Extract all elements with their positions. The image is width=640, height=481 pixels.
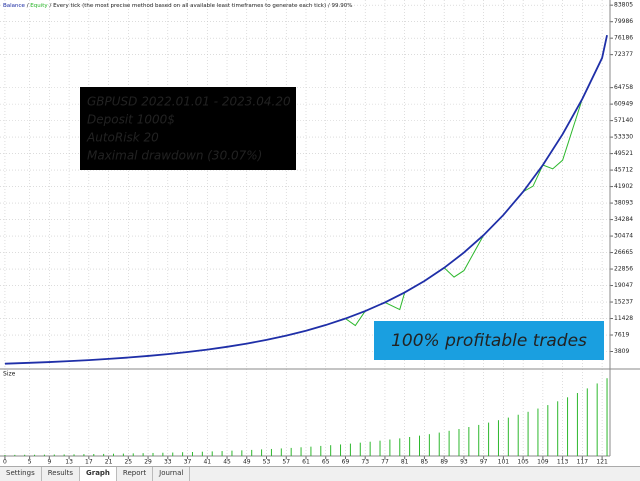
x-tick-label: 37 [184, 459, 192, 466]
x-tick-label: 93 [460, 459, 468, 466]
x-tick-label: 5 [28, 459, 32, 466]
balance-line [4, 35, 608, 365]
x-tick-label: 21 [105, 459, 113, 466]
y-tick-label: 76186 [614, 35, 633, 42]
info-box [80, 87, 296, 170]
x-tick-label: 57 [282, 459, 290, 466]
x-tick-label: 65 [322, 459, 330, 466]
y-tick-label: 53330 [614, 134, 633, 141]
x-tick-label: 73 [361, 459, 369, 466]
x-tick-label: 0 [3, 459, 7, 466]
x-tick-label: 9 [47, 459, 51, 466]
y-tick-label: 83805 [614, 2, 633, 9]
header-info: Every tick (the most precise method base… [53, 3, 326, 9]
y-tick-label: 45712 [614, 167, 633, 174]
background [0, 0, 640, 466]
y-tick-label: 7619 [614, 332, 629, 339]
info-line: Deposit 1000$ [87, 113, 175, 127]
x-tick-label: 13 [65, 459, 73, 466]
x-tick-label: 121 [596, 459, 608, 466]
y-tick-label: 79986 [614, 18, 633, 25]
tab-bar: Settings Results Graph Report Journal [0, 466, 640, 481]
y-tick-label: 57140 [614, 117, 633, 124]
tab[interactable]: Journal [153, 467, 191, 481]
y-tick-label: 49521 [614, 150, 633, 157]
y-tick-label: 34284 [614, 216, 633, 223]
y-tick-label: 3809 [614, 348, 629, 355]
x-tick-label: 29 [144, 459, 152, 466]
separator: / [27, 3, 29, 9]
x-tick-label: 33 [164, 459, 172, 466]
x-tick-label: 17 [85, 459, 93, 466]
separator: / [49, 3, 51, 9]
x-tick-label: 49 [243, 459, 251, 466]
banner-text: 100% profitable trades [391, 331, 587, 351]
y-tick-label: 11428 [614, 315, 633, 322]
x-tick-label: 61 [302, 459, 310, 466]
separator: / [328, 3, 330, 9]
tab[interactable]: Report [117, 467, 154, 481]
y-tick-label: 60949 [614, 101, 633, 108]
header: Balance / Equity / Every tick (the most … [3, 3, 352, 9]
info-line: GBPUSD 2022.01.01 - 2023.04.20 [87, 95, 291, 109]
legend-entry: Equity [30, 3, 48, 9]
banner-box [374, 321, 604, 360]
x-tick-label: 85 [421, 459, 429, 466]
x-tick-label: 109 [537, 459, 549, 466]
chart: 8380579986761867237764758609495714053330… [0, 0, 640, 466]
x-tick-label: 117 [577, 459, 589, 466]
x-tick-label: 81 [401, 459, 409, 466]
y-tick-label: 22856 [614, 266, 633, 273]
tab[interactable]: Results [42, 467, 80, 481]
tab[interactable]: Settings [0, 467, 42, 481]
x-tick-label: 53 [263, 459, 271, 466]
y-tick-label: 72377 [614, 51, 633, 58]
info-line: Maximal drawdown (30.07%) [87, 149, 262, 163]
y-tick-label: 41902 [614, 183, 633, 190]
y-tick-label: 64758 [614, 84, 633, 91]
size-label: Size [3, 371, 16, 378]
y-tick-label: 26665 [614, 249, 633, 256]
x-tick-label: 69 [342, 459, 350, 466]
y-tick-label: 38093 [614, 200, 633, 207]
quality: 99.90% [332, 3, 353, 9]
x-tick-label: 101 [498, 459, 510, 466]
y-tick-label: 15237 [614, 299, 633, 306]
x-tick-label: 105 [517, 459, 529, 466]
x-tick-label: 77 [381, 459, 389, 466]
tab[interactable]: Graph [80, 467, 117, 481]
x-tick-label: 45 [223, 459, 231, 466]
x-tick-label: 25 [124, 459, 132, 466]
x-tick-label: 41 [203, 459, 211, 466]
info-line: AutoRisk 20 [86, 131, 159, 145]
x-tick-label: 97 [480, 459, 488, 466]
x-tick-label: 89 [440, 459, 448, 466]
y-tick-label: 30474 [614, 233, 633, 240]
legend-entry: Balance [3, 3, 26, 9]
x-tick-label: 113 [557, 459, 569, 466]
y-tick-label: 19047 [614, 282, 633, 289]
